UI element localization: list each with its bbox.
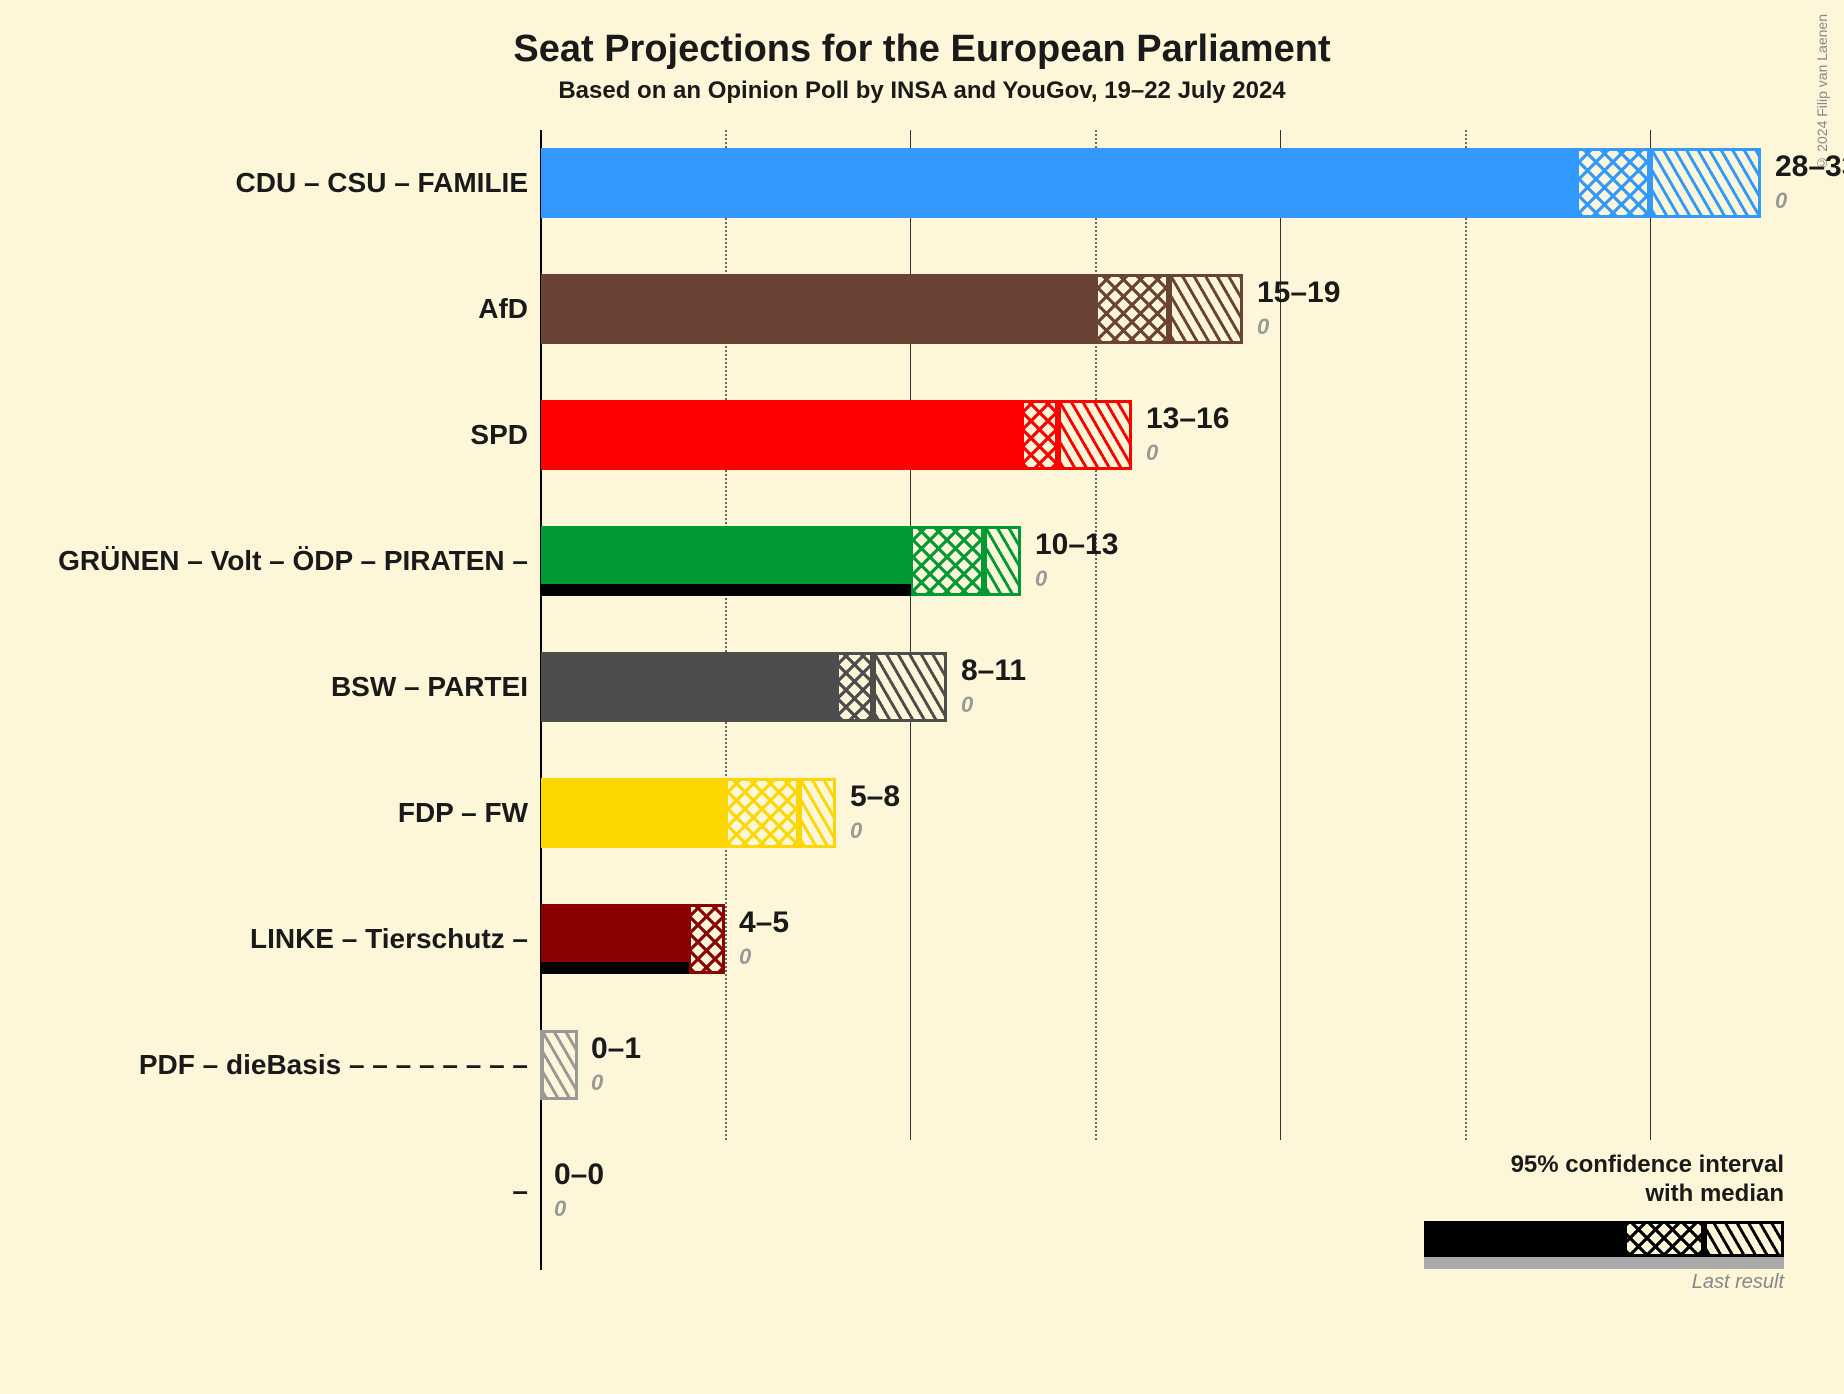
legend-diagonal-bar (1704, 1221, 1784, 1257)
legend-solid-bar (1424, 1221, 1624, 1257)
range-label: 5–8 (850, 780, 900, 814)
range-label: 13–16 (1146, 402, 1229, 436)
party-label: GRÜNEN – Volt – ÖDP – PIRATEN – (58, 545, 528, 577)
bar-crosshatch (910, 526, 984, 596)
previous-result-label: 0 (1257, 314, 1269, 340)
bar-solid (541, 652, 837, 722)
bar-diagonal (799, 778, 836, 848)
bar-solid (541, 148, 1577, 218)
party-label: CDU – CSU – FAMILIE (236, 167, 528, 199)
previous-result-label: 0 (591, 1070, 603, 1096)
bar-diagonal (1169, 274, 1243, 344)
legend-last-result-label: Last result (1424, 1271, 1784, 1294)
party-row: LINKE – Tierschutz – 4–5 0 (0, 892, 1844, 986)
legend-title-line2: with median (1424, 1180, 1784, 1209)
party-label: AfD (478, 293, 528, 325)
party-row: SPD 13–16 0 (0, 388, 1844, 482)
bar-accent (541, 962, 689, 974)
legend-bar (1424, 1217, 1784, 1267)
range-label: 8–11 (961, 654, 1026, 688)
previous-result-label: 0 (961, 692, 973, 718)
chart-area: CDU – CSU – FAMILIE 28–33 0 AfD 15–19 0 SPD 13–… (0, 130, 1844, 1330)
bar-crosshatch (836, 652, 873, 722)
range-label: 15–19 (1257, 276, 1340, 310)
party-label: – (512, 1175, 528, 1207)
party-row: AfD 15–19 0 (0, 262, 1844, 356)
bar-solid (541, 400, 1022, 470)
bar-diagonal (984, 526, 1021, 596)
bar-diagonal (873, 652, 947, 722)
previous-result-label: 0 (1775, 188, 1787, 214)
party-label: PDF – dieBasis – – – – – – – – (139, 1049, 528, 1081)
party-label: LINKE – Tierschutz – (250, 923, 528, 955)
range-label: 10–13 (1035, 528, 1118, 562)
bar-solid (541, 274, 1096, 344)
bar-crosshatch (1576, 148, 1650, 218)
bar-crosshatch (688, 904, 725, 974)
party-label: BSW – PARTEI (331, 671, 528, 703)
previous-result-label: 0 (554, 1196, 566, 1222)
party-label: SPD (470, 419, 528, 451)
bar-crosshatch (725, 778, 799, 848)
range-label: 4–5 (739, 906, 789, 940)
party-row: GRÜNEN – Volt – ÖDP – PIRATEN – 10–13 0 (0, 514, 1844, 608)
party-row: BSW – PARTEI 8–11 0 (0, 640, 1844, 734)
bar-diagonal (1650, 148, 1761, 218)
party-row: CDU – CSU – FAMILIE 28–33 0 (0, 136, 1844, 230)
previous-result-label: 0 (1146, 440, 1158, 466)
chart-subtitle: Based on an Opinion Poll by INSA and You… (0, 71, 1844, 105)
bar-diagonal (1058, 400, 1132, 470)
range-label: 0–1 (591, 1032, 641, 1066)
previous-result-label: 0 (739, 944, 751, 970)
range-label: 28–33 (1775, 150, 1844, 184)
legend-crosshatch-bar (1624, 1221, 1704, 1257)
previous-result-label: 0 (850, 818, 862, 844)
party-row: FDP – FW 5–8 0 (0, 766, 1844, 860)
bar-diagonal (541, 1030, 578, 1100)
bar-crosshatch (1021, 400, 1058, 470)
chart-title: Seat Projections for the European Parlia… (0, 0, 1844, 71)
party-label: FDP – FW (398, 797, 528, 829)
bar-accent (541, 584, 911, 596)
party-row: PDF – dieBasis – – – – – – – – 0–1 0 (0, 1018, 1844, 1112)
range-label: 0–0 (554, 1158, 604, 1192)
legend-title-line1: 95% confidence interval (1424, 1151, 1784, 1180)
previous-result-label: 0 (1035, 566, 1047, 592)
bar-crosshatch (1095, 274, 1169, 344)
bar-solid (541, 778, 726, 848)
legend: 95% confidence interval with median Last… (1424, 1151, 1784, 1294)
